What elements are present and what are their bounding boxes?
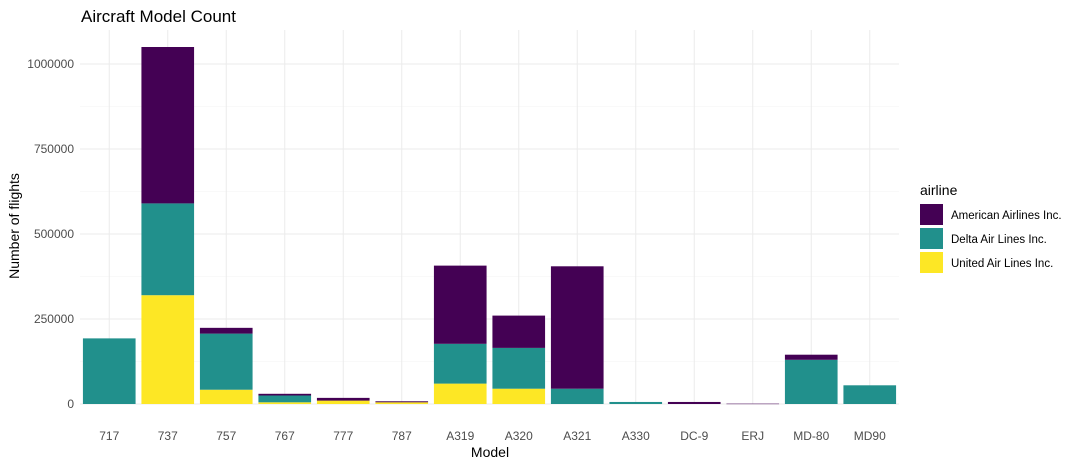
legend-swatch <box>920 252 943 273</box>
bar-segment <box>492 347 546 389</box>
bar-segment <box>550 388 604 404</box>
bar-segment <box>199 389 253 404</box>
x-tick-label: 757 <box>216 429 236 443</box>
x-tick-label: A321 <box>563 429 591 443</box>
legend-label: United Air Lines Inc. <box>951 258 1053 270</box>
bar-segment <box>843 385 897 404</box>
grid <box>80 30 899 405</box>
legend-title: airline <box>920 182 958 198</box>
y-tick-label: 750000 <box>34 142 74 156</box>
bar-segment <box>199 327 253 334</box>
legend: airline American Airlines Inc. Delta Air … <box>920 182 1062 273</box>
bar-segment <box>82 338 136 404</box>
x-axis-ticks: 717 737 757 767 777 787 A319 A320 A321 A330 DC-9 ER… <box>99 429 886 443</box>
legend-label: American Airlines Inc. <box>951 210 1062 222</box>
y-tick-label: 250000 <box>34 312 74 326</box>
bar-segment <box>141 295 195 404</box>
bar-segment <box>316 400 370 404</box>
bar-segment <box>433 265 487 344</box>
bar-segment <box>316 397 370 401</box>
x-tick-label: MD90 <box>854 429 886 443</box>
bar-segment <box>726 403 780 405</box>
x-tick-label: DC-9 <box>680 429 708 443</box>
bar-segment <box>258 395 312 403</box>
bar-segment <box>258 393 312 396</box>
bar-segment <box>375 401 429 403</box>
bar-segment <box>199 333 253 390</box>
y-tick-label: 500000 <box>34 227 74 241</box>
bar-segment <box>433 343 487 384</box>
bar-segment <box>492 388 546 404</box>
x-tick-label: A320 <box>505 429 533 443</box>
x-tick-label: MD-80 <box>793 429 829 443</box>
bar-segment <box>375 402 429 404</box>
chart-title: Aircraft Model Count <box>81 7 236 26</box>
y-tick-label: 0 <box>67 397 74 411</box>
legend-label: Delta Air Lines Inc. <box>951 234 1047 246</box>
x-tick-label: 787 <box>392 429 412 443</box>
bar-segment <box>784 359 838 404</box>
x-tick-label: 777 <box>333 429 353 443</box>
y-axis-ticks: 0 250000 500000 750000 1000000 <box>27 57 74 411</box>
x-tick-label: 717 <box>99 429 119 443</box>
x-tick-label: 767 <box>275 429 295 443</box>
bar-segment <box>258 402 312 404</box>
bar-segment <box>609 401 663 404</box>
bar-segment <box>492 315 546 348</box>
bar-segment <box>141 47 195 204</box>
bar-segment <box>141 203 195 296</box>
bar-segment <box>667 401 721 404</box>
x-tick-label: A319 <box>446 429 474 443</box>
x-axis-title: Model <box>471 444 509 460</box>
y-axis-title: Number of flights <box>6 173 22 279</box>
bars <box>82 47 897 405</box>
bar-segment <box>784 354 838 360</box>
legend-swatch <box>920 204 943 225</box>
bar-segment <box>433 383 487 404</box>
bar-segment <box>550 266 604 389</box>
y-tick-label: 1000000 <box>27 57 74 71</box>
x-tick-label: A330 <box>622 429 650 443</box>
x-tick-label: ERJ <box>741 429 764 443</box>
x-tick-label: 737 <box>158 429 178 443</box>
legend-swatch <box>920 228 943 249</box>
